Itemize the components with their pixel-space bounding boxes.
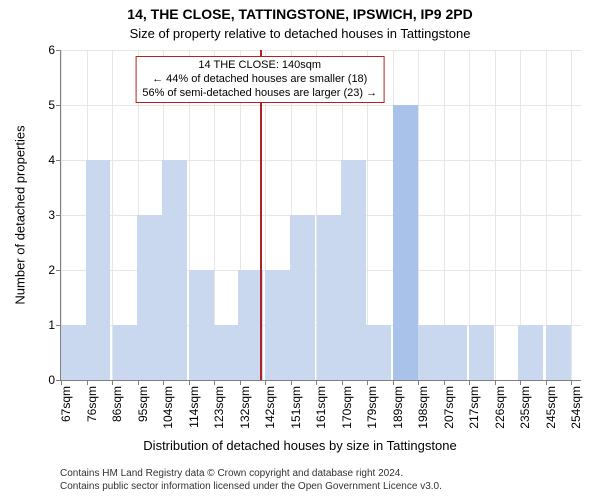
annotation-line1: 14 THE CLOSE: 140sqm [142, 59, 377, 73]
histogram-bar [137, 215, 162, 380]
figure: 14, THE CLOSE, TATTINGSTONE, IPSWICH, IP… [0, 0, 600, 500]
histogram-bar [317, 215, 342, 380]
gridline-h [61, 160, 581, 161]
histogram-bar [469, 325, 494, 380]
histogram-bar [265, 270, 290, 380]
histogram-bar [393, 105, 418, 380]
annotation-box: 14 THE CLOSE: 140sqm ← 44% of detached h… [135, 56, 384, 103]
x-tick-label: 254sqm [569, 343, 583, 386]
gridline-v [571, 50, 572, 380]
histogram-bar [341, 160, 366, 380]
histogram-bar [113, 325, 138, 380]
gridline-h [61, 50, 581, 51]
plot-area: 14 THE CLOSE: 140sqm ← 44% of detached h… [60, 50, 581, 381]
histogram-bar [546, 325, 571, 380]
histogram-bar [189, 270, 214, 380]
histogram-bar [366, 325, 391, 380]
annotation-line3: 56% of semi-detached houses are larger (… [142, 87, 377, 101]
gridline-v [495, 50, 496, 380]
histogram-bar [162, 160, 187, 380]
histogram-bar [61, 325, 86, 380]
x-tick-label: 226sqm [493, 343, 507, 386]
histogram-bar [418, 325, 443, 380]
histogram-bar [442, 325, 467, 380]
histogram-bar [518, 325, 543, 380]
histogram-bar [213, 325, 238, 380]
annotation-line2: ← 44% of detached houses are smaller (18… [142, 73, 377, 87]
histogram-bar [290, 215, 315, 380]
gridline-h [61, 105, 581, 106]
credits-line1: Contains HM Land Registry data © Crown c… [60, 468, 580, 481]
chart-subtitle: Size of property relative to detached ho… [0, 26, 600, 41]
histogram-bar [86, 160, 111, 380]
credits: Contains HM Land Registry data © Crown c… [60, 468, 580, 493]
credits-line2: Contains public sector information licen… [60, 481, 580, 494]
chart-title-address: 14, THE CLOSE, TATTINGSTONE, IPSWICH, IP… [0, 6, 600, 22]
x-axis-label: Distribution of detached houses by size … [0, 438, 600, 453]
y-axis-label: Number of detached properties [13, 125, 28, 304]
